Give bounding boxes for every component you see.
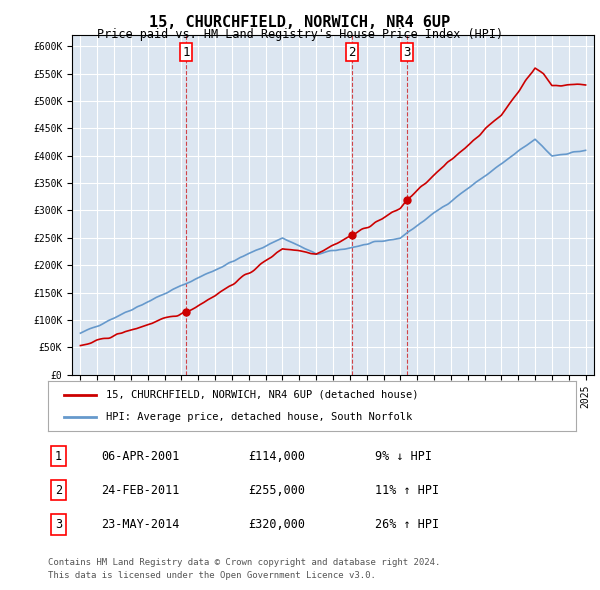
Text: 15, CHURCHFIELD, NORWICH, NR4 6UP: 15, CHURCHFIELD, NORWICH, NR4 6UP bbox=[149, 15, 451, 30]
Text: 9% ↓ HPI: 9% ↓ HPI bbox=[376, 450, 433, 463]
Text: This data is licensed under the Open Government Licence v3.0.: This data is licensed under the Open Gov… bbox=[48, 571, 376, 580]
Text: 26% ↑ HPI: 26% ↑ HPI bbox=[376, 518, 439, 531]
Text: 2: 2 bbox=[348, 45, 356, 58]
Text: 3: 3 bbox=[55, 518, 62, 531]
Text: 23-MAY-2014: 23-MAY-2014 bbox=[101, 518, 179, 531]
Text: £320,000: £320,000 bbox=[248, 518, 305, 531]
Text: 1: 1 bbox=[55, 450, 62, 463]
Text: 15, CHURCHFIELD, NORWICH, NR4 6UP (detached house): 15, CHURCHFIELD, NORWICH, NR4 6UP (detac… bbox=[106, 389, 419, 399]
Text: Price paid vs. HM Land Registry's House Price Index (HPI): Price paid vs. HM Land Registry's House … bbox=[97, 28, 503, 41]
Text: 24-FEB-2011: 24-FEB-2011 bbox=[101, 484, 179, 497]
Text: £255,000: £255,000 bbox=[248, 484, 305, 497]
Text: £114,000: £114,000 bbox=[248, 450, 305, 463]
Text: 3: 3 bbox=[403, 45, 410, 58]
Text: 11% ↑ HPI: 11% ↑ HPI bbox=[376, 484, 439, 497]
Text: Contains HM Land Registry data © Crown copyright and database right 2024.: Contains HM Land Registry data © Crown c… bbox=[48, 558, 440, 566]
Text: 2: 2 bbox=[55, 484, 62, 497]
Text: 06-APR-2001: 06-APR-2001 bbox=[101, 450, 179, 463]
Text: HPI: Average price, detached house, South Norfolk: HPI: Average price, detached house, Sout… bbox=[106, 412, 412, 422]
Text: 1: 1 bbox=[182, 45, 190, 58]
